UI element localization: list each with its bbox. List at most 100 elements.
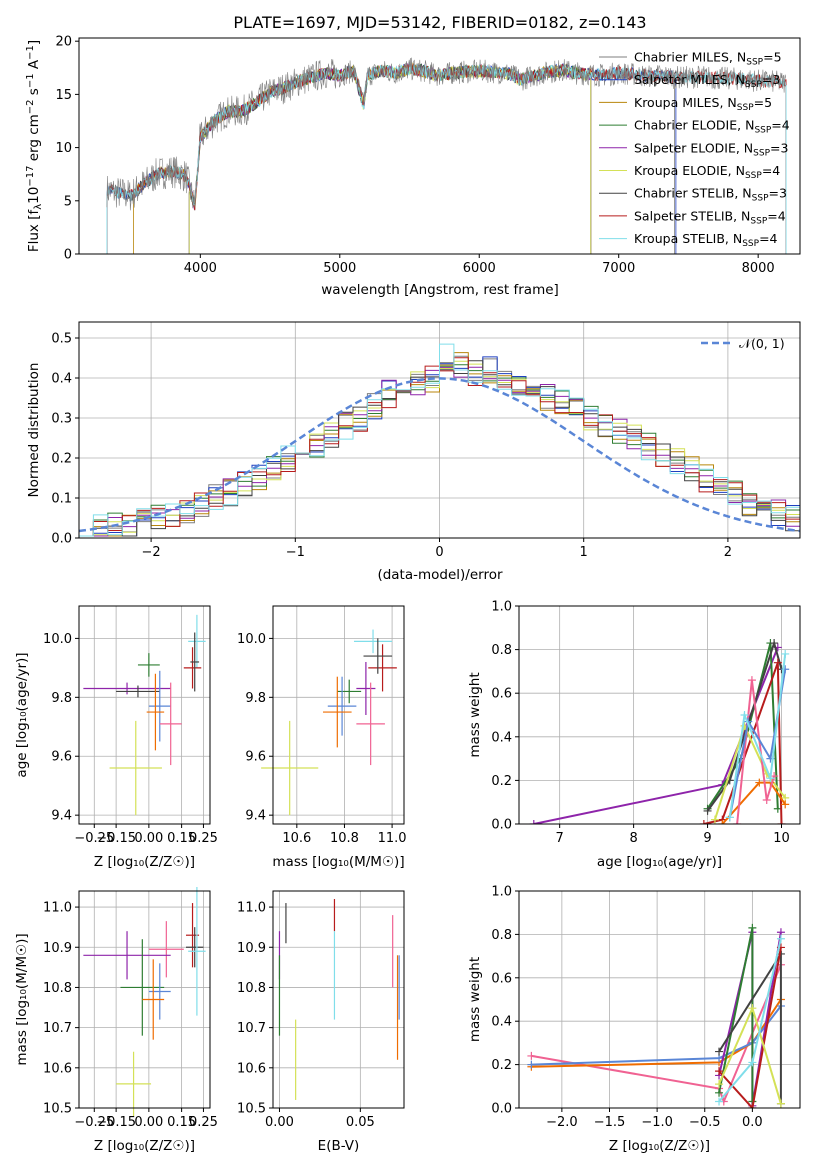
mass-vs-z-ytick-label: 10.5 <box>43 1102 72 1117</box>
mass-vs-z-errorbar <box>142 959 165 1040</box>
residuals-ytick-label: 0.4 <box>51 372 72 387</box>
legend-entry: Kroupa MILES, NSSP=5 <box>634 95 772 113</box>
legend-entry: Salpeter STELIB, NSSP=4 <box>634 208 786 226</box>
mass-vs-ebv-grid: 0.00 0.05 10.5 10.6 10.7 10.8 10.9 11.0 <box>237 891 404 1130</box>
massweight-vs-age-marker <box>710 815 719 824</box>
age-vs-mass-xtick-label: 10.6 <box>282 831 311 846</box>
age-vs-mass-errorbar <box>356 682 385 766</box>
mass-vs-ebv-xtick-label: 0.00 <box>265 1115 294 1130</box>
legend-entry-name: Kroupa ELODIE, N <box>634 163 745 178</box>
massweight-vs-z-frame <box>518 890 801 1109</box>
massweight-vs-z-marker <box>776 934 785 943</box>
legend-entry: Salpeter MILES, NSSP=3 <box>634 72 780 90</box>
massweight-vs-age-xtick-label: 9 <box>703 831 711 846</box>
normal-legend-label: 𝒩(0, 1) <box>739 336 785 351</box>
spectrum-xtick-label: 4000 <box>184 261 217 276</box>
age-vs-z-ytick-label: 9.8 <box>51 691 72 706</box>
mass-vs-z-xtick-label: −0.25 <box>74 1115 114 1130</box>
massweight-vs-z-xtick-label: −2.0 <box>546 1115 578 1130</box>
age-vs-mass-grid: 10.6 10.8 11.0 9.4 9.6 9.8 10.0 <box>237 606 407 846</box>
massweight-vs-z-xtick-label: −1.0 <box>641 1115 673 1130</box>
massweight-vs-age-line <box>703 662 783 824</box>
residuals-ylabel: Normed distribution <box>26 363 42 498</box>
age-vs-mass-errorbar <box>323 676 352 748</box>
legend-entry-count: =4 <box>759 231 777 246</box>
legend-entry-count: =3 <box>770 140 788 155</box>
residuals-ytick-label: 0.0 <box>51 532 72 547</box>
spectrum-xtick-label: 6000 <box>463 261 496 276</box>
massweight-vs-age-marker <box>773 658 782 667</box>
massweight-vs-z-ytick-label: 0.8 <box>491 928 512 943</box>
massweight-vs-z-marker <box>748 1004 757 1013</box>
residual-histogram <box>79 343 800 537</box>
age-vs-mass-xtick-label: 11.0 <box>378 831 407 846</box>
massweight-vs-age-ytick-label: 0.6 <box>491 687 512 702</box>
massweight-vs-z-series <box>527 923 785 1108</box>
mass-vs-z-errorbar <box>188 886 206 1016</box>
mass-vs-ebv-ytick-label: 11.0 <box>237 901 266 916</box>
age-vs-mass-ytick-label: 9.6 <box>245 750 266 765</box>
massweight-vs-age-ylabel: mass weight <box>467 672 483 757</box>
massweight-vs-age-xtick-label: 10 <box>773 831 790 846</box>
age-vs-mass-errorbar <box>368 644 397 692</box>
legend-entry-sub: SSP <box>752 194 769 204</box>
mass-vs-z-errorbar <box>185 927 204 968</box>
spectrum-ylabel: Flux [fλ10−17 erg cm−2 s−1 A−1] <box>25 40 44 252</box>
mass-vs-ebv-xtick-label: 0.05 <box>346 1115 375 1130</box>
massweight-vs-age-marker <box>781 800 790 809</box>
legend-entry: Chabrier STELIB, NSSP=3 <box>634 186 787 204</box>
legend-entry-name: Salpeter MILES, N <box>634 72 745 87</box>
massweight-vs-z-marker <box>748 1058 757 1067</box>
age-vs-mass-ytick-label: 9.8 <box>245 691 266 706</box>
massweight-vs-z-xtick-label: −1.5 <box>594 1115 626 1130</box>
legend-entry-name: Chabrier STELIB, N <box>634 186 752 201</box>
mass-vs-metallicity-panel: −0.25−0.150.00 0.150.25 10.5 10.6 10.7 10.8 10… <box>14 886 218 1154</box>
age-vs-mass-ytick-label: 9.4 <box>245 809 266 824</box>
mass-vs-z-xtick-label: −0.15 <box>96 1115 136 1130</box>
massweight-vs-age-marker <box>529 820 538 824</box>
age-vs-z-xtick-label: 0.15 <box>167 831 196 846</box>
legend-entry-name: Salpeter STELIB, N <box>634 208 750 223</box>
legend-entry-count: =4 <box>771 118 789 133</box>
legend-entry-sub: SSP <box>750 216 767 226</box>
observed-spectrum-line <box>106 57 787 211</box>
spectrum-xtick-label: 5000 <box>323 261 356 276</box>
age-vs-mass-ytick-label: 10.0 <box>237 632 266 647</box>
age-vs-z-errorbar <box>83 682 171 695</box>
age-vs-z-errorbar <box>116 685 160 698</box>
legend-entry-count: =4 <box>767 208 785 223</box>
mass-vs-z-xtick-label: 0.25 <box>189 1115 218 1130</box>
age-vs-mass-errorbar <box>356 661 376 715</box>
massweight-vs-z-marker <box>527 1060 536 1069</box>
age-vs-z-xtick-label: −0.15 <box>96 831 136 846</box>
mass-vs-ebv-frame <box>272 890 405 1109</box>
legend-entry-name: Kroupa MILES, N <box>634 95 737 110</box>
massweight-vs-age-ytick-label: 0.0 <box>491 818 512 833</box>
massweight-vs-age-series <box>529 639 790 824</box>
massweight-vs-age-xtick-label: 8 <box>629 831 637 846</box>
age-vs-mass-panel: 10.6 10.8 11.0 9.4 9.6 9.8 10.0 mass [log₁₀(M/M… <box>237 605 407 870</box>
mass-vs-z-ytick-label: 10.6 <box>43 1061 72 1076</box>
massweight-vs-z-xtick-label: 0.0 <box>742 1115 763 1130</box>
spectrum-title: PLATE=1697, MJD=53142, FIBERID=0182, z=0… <box>233 13 646 32</box>
age-vs-z-xlabel: Z [log₁₀(Z/Z☉)] <box>94 854 195 870</box>
massweight-vs-z-marker <box>715 1047 724 1056</box>
massweight-vs-age-marker <box>781 649 790 658</box>
age-vs-z-errorbar <box>146 673 165 751</box>
age-vs-mass-errorbar <box>363 638 393 674</box>
massweight-vs-z-xtick-label: −0.5 <box>689 1115 721 1130</box>
spectrum-xlabel: wavelength [Angstrom, rest frame] <box>321 282 559 298</box>
mass-vs-z-errorbar <box>148 963 171 1020</box>
massweight-vs-age-ytick-label: 0.4 <box>491 730 512 745</box>
massweight-vs-age-line <box>714 723 786 820</box>
age-vs-z-grid: −0.25−0.150.00 0.150.25 9.4 9.6 9.8 10.0 <box>43 606 218 846</box>
mass-vs-ebv-panel: 0.00 0.05 10.5 10.6 10.7 10.8 10.9 11.0 E(B-V) <box>237 890 405 1154</box>
age-vs-z-errorbar <box>190 632 200 692</box>
legend-entry-count: =3 <box>762 72 780 87</box>
massweight-vs-age-line <box>728 653 787 818</box>
mass-vs-z-errorbar <box>116 1051 152 1117</box>
massweight-vs-age-marker <box>740 711 749 719</box>
mass-vs-z-ytick-label: 10.8 <box>43 981 72 996</box>
mass-vs-ebv-xlabel: E(B-V) <box>318 1138 360 1154</box>
massweight-vs-age-marker <box>755 778 764 787</box>
